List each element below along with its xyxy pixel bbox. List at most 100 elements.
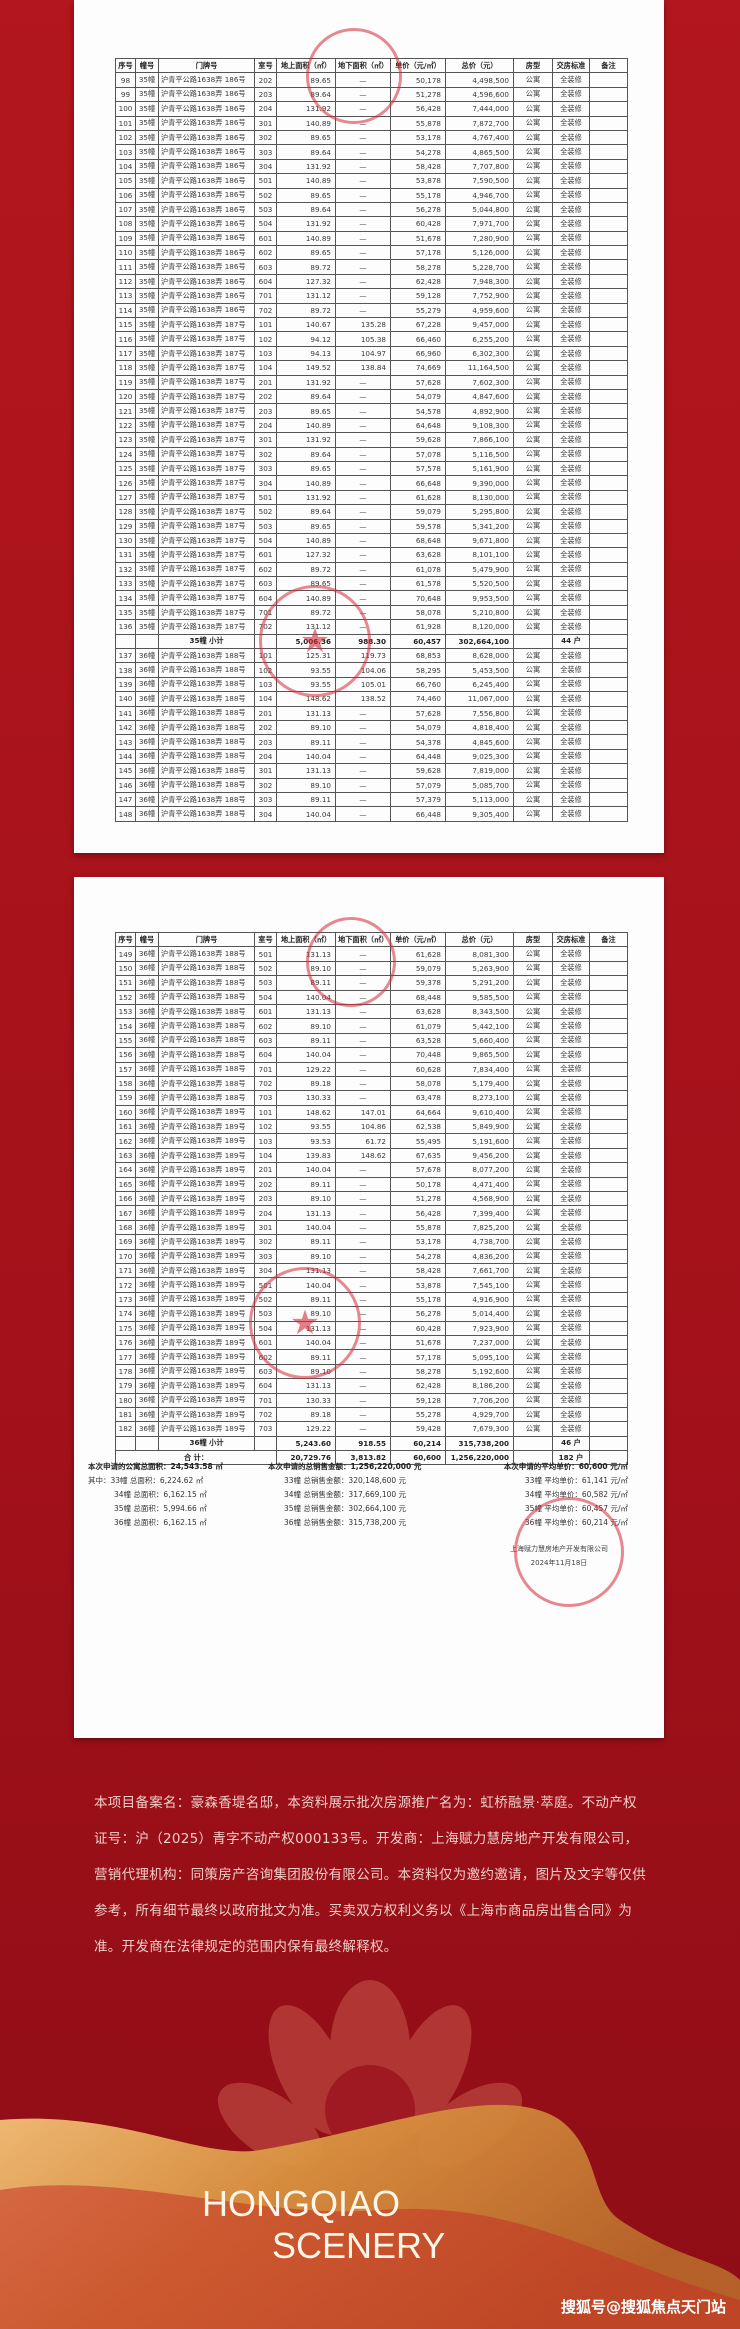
room-type: 公寓	[513, 960, 553, 977]
row-number: 175	[115, 1320, 136, 1336]
below-area: —	[335, 403, 391, 419]
below-area: —	[335, 518, 391, 534]
address: 沪青平公路1638弄 189号	[158, 1334, 255, 1351]
building: 35幢	[135, 561, 159, 578]
total-price: 5,520,500	[445, 576, 514, 592]
building: 35幢	[135, 245, 159, 261]
address: 沪青平公路1638弄 188号	[158, 676, 255, 693]
above-area: 130.33	[276, 1090, 336, 1106]
unit-price: 57,678	[390, 1162, 446, 1178]
delivery-standard: 全装修	[552, 1191, 590, 1207]
total-price: 7,679,300	[445, 1421, 514, 1437]
room-type: 公寓	[513, 590, 553, 606]
column-header: 门牌号	[158, 931, 255, 948]
below-area: —	[335, 619, 391, 635]
address: 沪青平公路1638弄 187号	[158, 317, 255, 333]
below-area: —	[335, 173, 391, 189]
above-area: 89.72	[276, 302, 336, 319]
building: 35幢	[135, 129, 159, 146]
building: 36幢	[135, 1363, 159, 1380]
table-row: 100 35幢 沪青平公路1638弄 186号 204 131.92—56,428 7,4…	[115, 101, 628, 117]
table-row: 136 35幢 沪青平公路1638弄 187号 702 131.12—61,928 8,1…	[115, 619, 628, 635]
above-area: 89.64	[276, 201, 336, 218]
column-header: 序号	[115, 931, 136, 948]
building: 36幢	[135, 1003, 159, 1020]
remarks	[589, 288, 628, 304]
table-row: 166 36幢 沪青平公路1638弄 189号 203 89.10—51,278 4,56…	[115, 1191, 628, 1207]
delivery-standard: 全装修	[552, 1378, 590, 1394]
room: 301	[254, 432, 277, 448]
building: 35幢	[135, 417, 159, 434]
below-area: 138.52	[335, 691, 391, 707]
row-number: 173	[115, 1291, 136, 1308]
building: 35幢	[135, 504, 159, 520]
delivery-standard: 全装修	[552, 691, 590, 707]
delivery-standard: 全装修	[552, 763, 590, 779]
above-area: 129.22	[276, 1061, 336, 1077]
row-number: 98	[115, 72, 136, 88]
summary-price-35: 35幢 平均单价：60,457 元/㎡	[524, 1504, 628, 1513]
below-area: —	[335, 504, 391, 520]
delivery-standard: 全装修	[552, 72, 590, 88]
address: 沪青平公路1638弄 189号	[158, 1119, 255, 1135]
above-area: 89.18	[276, 1406, 336, 1423]
unit-price: 62,428	[390, 273, 446, 290]
row-number: 113	[115, 288, 136, 304]
signature-block: 上海赋力慧房地产开发有限公司 2024年11月18日	[494, 1542, 624, 1570]
building: 36幢	[135, 1306, 159, 1322]
row-number: 119	[115, 374, 136, 390]
room: 104	[254, 360, 277, 376]
address: 沪青平公路1638弄 189号	[158, 1378, 255, 1394]
address: 沪青平公路1638弄 189号	[158, 1205, 255, 1221]
room: 702	[254, 619, 277, 635]
address: 沪青平公路1638弄 188号	[158, 1061, 255, 1077]
room-type: 公寓	[513, 1032, 553, 1049]
table-row: 143 36幢 沪青平公路1638弄 188号 203 89.11—54,378 4,84…	[115, 734, 628, 750]
above-area: 131.13	[276, 1320, 336, 1336]
row-number: 158	[115, 1075, 136, 1092]
below-area: —	[335, 489, 391, 506]
table-row: 131 35幢 沪青平公路1638弄 187号 601 127.32—63,628 8,1…	[115, 547, 628, 563]
below-area: —	[335, 590, 391, 606]
unit-price: 62,538	[390, 1119, 446, 1135]
remarks	[589, 1277, 628, 1293]
above-area: 131.92	[276, 101, 336, 117]
room: 603	[254, 1363, 277, 1380]
room: 302	[254, 446, 277, 462]
below-area: —	[335, 1075, 391, 1092]
above-area: 89.65	[276, 187, 336, 203]
delivery-standard: 全装修	[552, 345, 590, 362]
room: 504	[254, 216, 277, 232]
remarks	[589, 460, 628, 477]
building: 35幢	[135, 216, 159, 232]
total-price: 5,291,200	[445, 975, 514, 991]
remarks	[589, 518, 628, 534]
remarks	[589, 302, 628, 319]
table-row: 153 36幢 沪青平公路1638弄 188号 601 131.13—63,628 8,3…	[115, 1003, 628, 1020]
delivery-standard: 全装修	[552, 388, 590, 405]
address: 沪青平公路1638弄 186号	[158, 187, 255, 203]
building: 36幢	[135, 777, 159, 793]
remarks	[589, 705, 628, 721]
row-number: 157	[115, 1061, 136, 1077]
total-price: 4,836,200	[445, 1248, 514, 1264]
unit-price: 56,428	[390, 101, 446, 117]
unit-price: 61,928	[390, 619, 446, 635]
building: 35幢	[135, 230, 159, 247]
row-number: 181	[115, 1406, 136, 1423]
room-type: 公寓	[513, 374, 553, 390]
total-price: 8,343,500	[445, 1003, 514, 1020]
room-type: 公寓	[513, 1363, 553, 1380]
table-row: 126 35幢 沪青平公路1638弄 187号 304 140.89—66,648 9,3…	[115, 475, 628, 491]
row-number: 143	[115, 734, 136, 750]
room-type: 公寓	[513, 619, 553, 635]
delivery-standard: 全装修	[552, 1363, 590, 1380]
summary-price-avg: 本次申请的平均单价：60,600 元/㎡	[503, 1462, 628, 1471]
row-number: 106	[115, 187, 136, 203]
table-row: 177 36幢 沪青平公路1638弄 189号 602 89.11—57,178 5,09…	[115, 1349, 628, 1365]
remarks	[589, 345, 628, 362]
above-area: 89.64	[276, 504, 336, 520]
below-area: —	[335, 960, 391, 977]
brand-name-line2: SCENERY	[272, 2225, 446, 2266]
room: 702	[254, 1406, 277, 1423]
